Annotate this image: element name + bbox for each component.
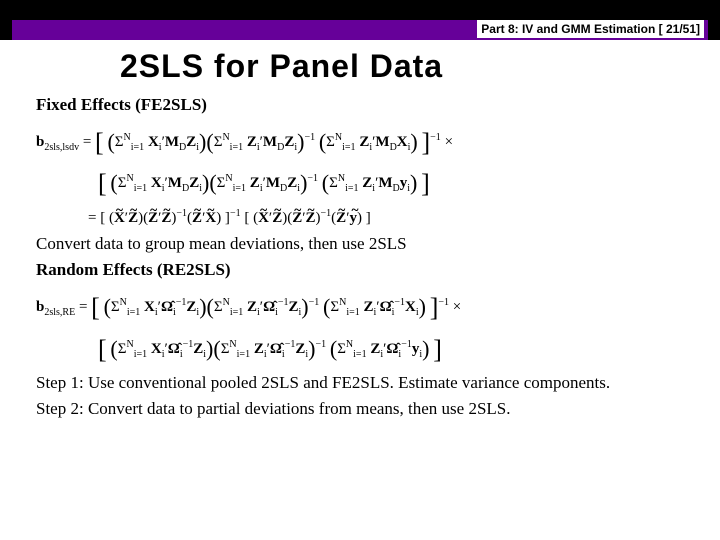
header-band: Part 8: IV and GMM Estimation [ 21/51]	[0, 0, 720, 40]
fe-eq1-sub: 2sls,lsdv	[44, 142, 79, 153]
re-heading: Random Effects (RE2SLS)	[36, 260, 692, 280]
fe-eq-line1: b2sls,lsdv = [ (ΣNi=1 Xi′MDZi)(ΣNi=1 Zi′…	[36, 125, 692, 160]
fe-eq-line2: [ (ΣNi=1 Xi′MDZi)(ΣNi=1 Zi′MDZi)−1 (ΣNi=…	[98, 166, 692, 201]
fe-note: Convert data to group mean deviations, t…	[36, 234, 692, 254]
header-label: Part 8: IV and GMM Estimation [ 21/51]	[477, 20, 704, 38]
fe-heading: Fixed Effects (FE2SLS)	[36, 95, 692, 115]
re-eq-line1: b2sls,RE = [ (ΣNi=1 Xi′Ω̂i−1Zi)(ΣNi=1 Zi…	[36, 290, 692, 325]
content-area: Fixed Effects (FE2SLS) b2sls,lsdv = [ (Σ…	[0, 95, 720, 419]
step-1: Step 1: Use conventional pooled 2SLS and…	[36, 373, 692, 393]
fe-eq-line3: = [ (X′Z)(Z′Z)−1(Z′X) ]−1 [ (X′Z)(Z′Z)−1…	[88, 207, 692, 228]
re-eq1-sub: 2sls,RE	[44, 307, 75, 318]
step-2: Step 2: Convert data to partial deviatio…	[36, 399, 692, 419]
slide-title: 2SLS for Panel Data	[120, 48, 720, 85]
re-eq-line2: [ (ΣNi=1 Xi′Ω̂i−1Zi)(ΣNi=1 Zi′Ω̂i−1Zi)−1…	[98, 332, 692, 367]
